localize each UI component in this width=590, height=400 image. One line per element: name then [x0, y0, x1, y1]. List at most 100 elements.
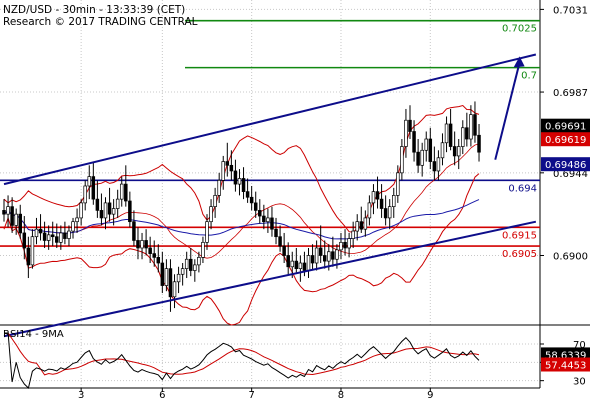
- candle-body: [266, 217, 270, 223]
- candle-body: [339, 241, 343, 251]
- candle-body: [461, 127, 465, 147]
- candle-body: [205, 221, 209, 243]
- rsi-lines: [4, 332, 480, 389]
- rsi-badge-bg: [541, 357, 590, 372]
- candle-body: [241, 178, 246, 192]
- candle-body: [343, 241, 347, 249]
- candle-body: [383, 208, 388, 219]
- candle-body: [87, 176, 92, 187]
- candle-body: [335, 249, 339, 260]
- candle-body: [237, 178, 242, 185]
- candle-body: [197, 257, 201, 266]
- candle-body: [404, 119, 408, 147]
- candle-body: [253, 202, 258, 211]
- candle-body: [396, 172, 400, 196]
- candle-body: [274, 228, 278, 238]
- candle-body: [473, 114, 477, 136]
- candle-body: [59, 232, 63, 243]
- candlestick-series: [2, 101, 481, 312]
- price-badge-label: 0.69619: [545, 135, 586, 146]
- time-axis-ticks: 3 6 7 8 9: [78, 388, 433, 400]
- candle-body: [448, 123, 453, 147]
- price-badge-label: 0.69691: [545, 122, 586, 133]
- time-tick-label: 6: [159, 390, 165, 400]
- candle-body: [160, 262, 165, 286]
- candle-body: [14, 213, 18, 226]
- candle-body: [124, 183, 128, 202]
- price-badge-bg: [541, 118, 590, 133]
- level-label: 0.7: [521, 71, 537, 82]
- candle-body: [95, 198, 100, 211]
- candle-body: [225, 161, 230, 166]
- candle-body: [50, 234, 55, 238]
- candle-body: [444, 123, 449, 144]
- candle-body: [436, 157, 441, 172]
- level-label: 0.6915: [502, 230, 537, 241]
- candle-body: [99, 210, 104, 219]
- candle-body: [136, 240, 140, 249]
- rsi-title: RSI14 - 9MA: [3, 329, 64, 340]
- candle-body: [318, 247, 323, 256]
- level-label: 0.6905: [502, 249, 537, 260]
- candle-body: [306, 255, 311, 271]
- candle-body: [34, 228, 39, 238]
- channel-upper-line: [3, 53, 537, 186]
- candle-body: [424, 138, 428, 151]
- candle-body: [128, 200, 132, 223]
- candle-body: [363, 217, 368, 230]
- candle-body: [46, 234, 51, 241]
- price-badge-label: 0.69486: [545, 160, 586, 171]
- candle-body: [221, 161, 225, 181]
- candle-body: [249, 196, 254, 204]
- time-tick-label: 8: [338, 390, 344, 400]
- candle-body: [408, 119, 412, 132]
- candle-body: [71, 221, 75, 232]
- rsi-grid: [0, 333, 540, 388]
- rsi-badge-label: 57.4453: [545, 361, 586, 372]
- candle-body: [26, 247, 31, 266]
- candle-body: [164, 268, 169, 286]
- rsi-line: [4, 332, 480, 389]
- candle-body: [18, 213, 22, 234]
- candle-body: [83, 185, 87, 204]
- candle-body: [412, 131, 416, 153]
- candle-body: [416, 151, 420, 166]
- candle-body: [132, 221, 136, 241]
- candle-body: [10, 206, 14, 226]
- candle-body: [428, 138, 433, 162]
- bollinger-upper: [3, 104, 480, 233]
- price-tick-label: 0.6944: [553, 169, 588, 180]
- candle-body: [103, 202, 108, 219]
- candle-body: [310, 255, 315, 264]
- candle-body: [189, 258, 193, 271]
- candle-body: [79, 202, 83, 219]
- candle-body: [156, 257, 161, 264]
- channel-lower-line: [3, 220, 537, 338]
- level-label: 0.7025: [502, 24, 537, 35]
- rsi-tick-label: 30: [573, 377, 586, 388]
- candle-body: [176, 273, 181, 283]
- price-badge-bg: [541, 132, 590, 147]
- candle-body: [172, 281, 177, 298]
- candle-body: [55, 236, 59, 243]
- candle-body: [2, 210, 6, 215]
- candle-body: [168, 268, 173, 298]
- candle-body: [38, 228, 43, 234]
- candle-body: [327, 251, 331, 262]
- candle-body: [387, 206, 392, 219]
- price-tick-label: 0.7031: [553, 5, 588, 16]
- candle-body: [375, 191, 380, 200]
- candle-body: [148, 247, 152, 254]
- candle-body: [140, 240, 144, 249]
- price-tick-label: 0.6987: [553, 88, 588, 99]
- rsi-tick-label: 70: [573, 340, 586, 351]
- candle-body: [379, 198, 384, 209]
- candle-body: [262, 215, 266, 223]
- candle-body: [282, 245, 286, 256]
- time-tick-label: 3: [78, 390, 84, 400]
- candle-body: [144, 240, 148, 249]
- forecast-arrow-shaft: [494, 62, 521, 160]
- candle-body: [290, 260, 295, 268]
